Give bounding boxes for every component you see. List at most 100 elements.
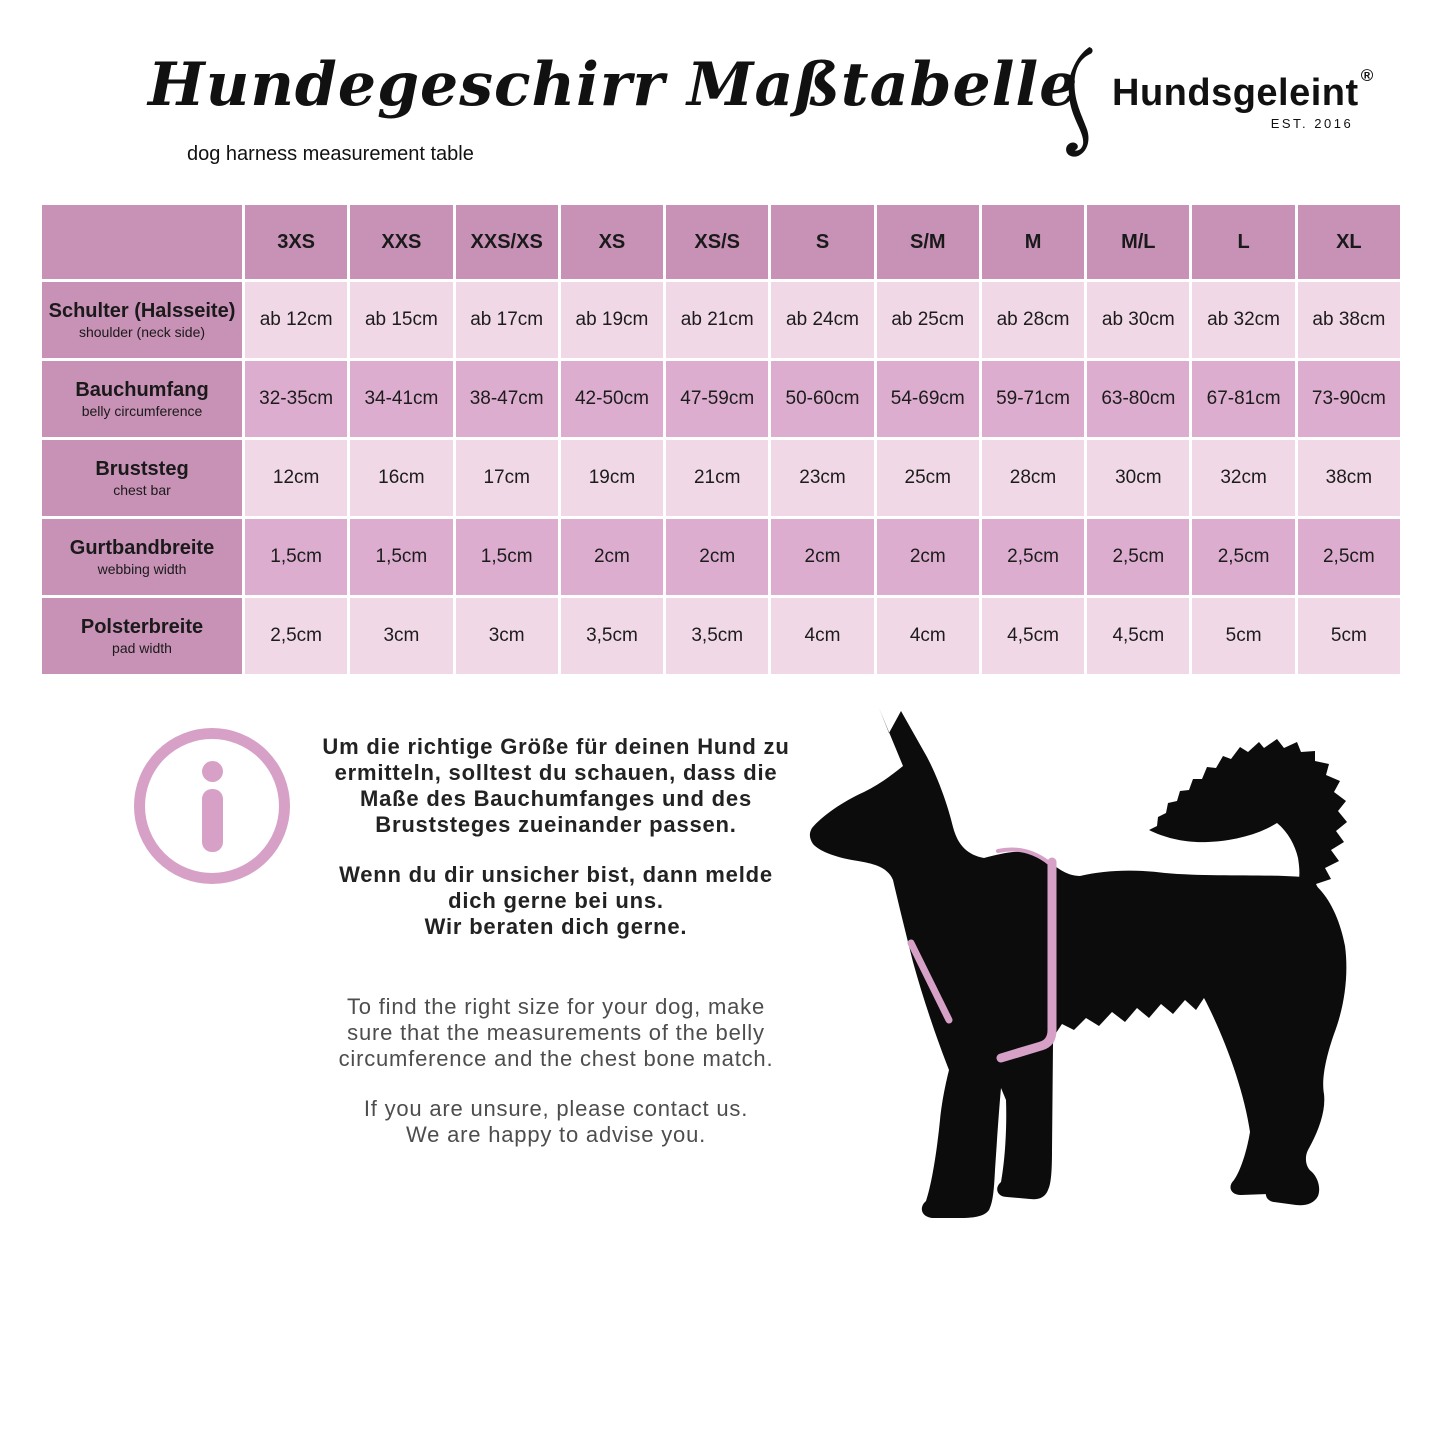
size-table: 3XS XXS XXS/XS XS XS/S S S/M M M/L L XL Schulter (H… (42, 205, 1400, 674)
row-label: Gurtbandbreite (69, 537, 215, 559)
established-text: EST. 2016 (1270, 116, 1354, 131)
value-cell: 19cm (560, 440, 664, 516)
info-icon (134, 728, 290, 884)
value-cell: 5cm (1192, 598, 1295, 674)
registered-mark: ® (1360, 66, 1374, 85)
row-label-cell: Gurtbandbreite webbing width (42, 519, 242, 595)
value-cell: 59-71cm (981, 361, 1085, 437)
harness-back-edge (996, 847, 1051, 865)
value-cell: ab 17cm (455, 282, 558, 358)
info-icon-dot (201, 760, 223, 782)
value-cell: 5cm (1297, 598, 1400, 674)
value-cell: 30cm (1087, 440, 1190, 516)
value-cell: ab 32cm (1192, 282, 1295, 358)
row-label-cell: Bauchumfang belly circumference (42, 361, 242, 437)
row-label: Bruststeg (95, 458, 189, 480)
size-column-header: M (981, 205, 1085, 279)
info-line: ermitteln, solltest du schauen, dass die (334, 760, 778, 785)
value-cell: 32-35cm (245, 361, 348, 437)
size-column-header: XXS (350, 205, 453, 279)
info-line: sure that the measurements of the belly (347, 1020, 765, 1045)
row-label: Polsterbreite (80, 616, 204, 638)
row-label: Schulter (Halsseite) (48, 300, 236, 322)
value-cell: 17cm (455, 440, 558, 516)
value-cell: 54-69cm (876, 361, 979, 437)
value-cell: 1,5cm (245, 519, 348, 595)
page-title: Hundegeschirr Maßtabelle (148, 50, 1079, 120)
value-cell: 2,5cm (1297, 519, 1400, 595)
value-cell: 3,5cm (560, 598, 664, 674)
value-cell: 3cm (455, 598, 558, 674)
dog-body (809, 708, 1347, 1218)
value-cell: ab 30cm (1087, 282, 1190, 358)
info-line: To find the right size for your dog, mak… (347, 994, 765, 1019)
value-cell: ab 15cm (350, 282, 453, 358)
info-line: If you are unsure, please contact us. (363, 1096, 749, 1121)
value-cell: 67-81cm (1192, 361, 1295, 437)
value-cell: ab 38cm (1297, 282, 1400, 358)
value-cell: 2,5cm (245, 598, 348, 674)
table-corner-cell (42, 205, 242, 279)
size-column-header: XS (560, 205, 664, 279)
size-column-header: 3XS (245, 205, 348, 279)
value-cell: ab 19cm (560, 282, 664, 358)
value-cell: 38cm (1297, 440, 1400, 516)
size-column-header: S (771, 205, 874, 279)
value-cell: ab 25cm (876, 282, 979, 358)
value-cell: ab 12cm (245, 282, 348, 358)
size-column-header: L (1192, 205, 1295, 279)
leash-hook-icon (1062, 46, 1102, 169)
value-cell: ab 28cm (981, 282, 1085, 358)
size-column-header: S/M (876, 205, 979, 279)
value-cell: 2,5cm (981, 519, 1085, 595)
harness-girth-strap (996, 857, 1057, 1063)
info-paragraph-de-2: Wenn du dir unsicher bist, dann melde dic… (296, 862, 816, 940)
value-cell: 16cm (350, 440, 453, 516)
size-column-header: XS/S (666, 205, 769, 279)
value-cell: 2,5cm (1192, 519, 1295, 595)
page-subtitle: dog harness measurement table (187, 143, 474, 165)
value-cell: 2cm (666, 519, 769, 595)
info-line: Um die richtige Größe für deinen Hund zu (322, 734, 790, 759)
value-cell: 63-80cm (1087, 361, 1190, 437)
value-cell: 2cm (876, 519, 979, 595)
value-cell: 28cm (981, 440, 1085, 516)
value-cell: 21cm (666, 440, 769, 516)
brand-name: Hundsgeleint (1112, 72, 1359, 114)
info-line: dich gerne bei uns. (448, 888, 664, 913)
value-cell: 4cm (876, 598, 979, 674)
value-cell: 2cm (771, 519, 874, 595)
value-cell: 50-60cm (771, 361, 874, 437)
row-sublabel: belly circumference (81, 403, 203, 419)
value-cell: 4,5cm (981, 598, 1085, 674)
dog-silhouette (800, 680, 1400, 1240)
harness-straps (907, 847, 1057, 1063)
info-line: We are happy to advise you. (405, 1122, 707, 1147)
row-sublabel: chest bar (113, 482, 171, 498)
size-column-header: XL (1297, 205, 1400, 279)
info-icon-stem (201, 788, 223, 852)
row-sublabel: shoulder (neck side) (78, 324, 206, 340)
value-cell: 38-47cm (455, 361, 558, 437)
info-line: Bruststeges zueinander passen. (375, 812, 737, 837)
value-cell: 25cm (876, 440, 979, 516)
brand-logo: Hundsgeleint ® EST. 2016 (1062, 46, 1374, 169)
info-paragraph-en-2: If you are unsure, please contact us. We … (296, 1096, 816, 1148)
size-column-header: XXS/XS (455, 205, 558, 279)
value-cell: 2cm (560, 519, 664, 595)
value-cell: 1,5cm (350, 519, 453, 595)
row-label-cell: Schulter (Halsseite) shoulder (neck side) (42, 282, 242, 358)
info-paragraph-de-1: Um die richtige Größe für deinen Hund zu… (296, 734, 816, 838)
info-line: Maße des Bauchumfanges und des (360, 786, 752, 811)
row-sublabel: pad width (112, 640, 172, 656)
value-cell: 4cm (771, 598, 874, 674)
value-cell: 3,5cm (666, 598, 769, 674)
value-cell: ab 21cm (666, 282, 769, 358)
value-cell: 3cm (350, 598, 453, 674)
row-label: Bauchumfang (75, 379, 209, 401)
row-label-cell: Bruststeg chest bar (42, 440, 242, 516)
dog-tail (1149, 739, 1347, 912)
info-line: circumference and the chest bone match. (338, 1046, 774, 1071)
info-line: Wir beraten dich gerne. (424, 914, 688, 939)
value-cell: 23cm (771, 440, 874, 516)
